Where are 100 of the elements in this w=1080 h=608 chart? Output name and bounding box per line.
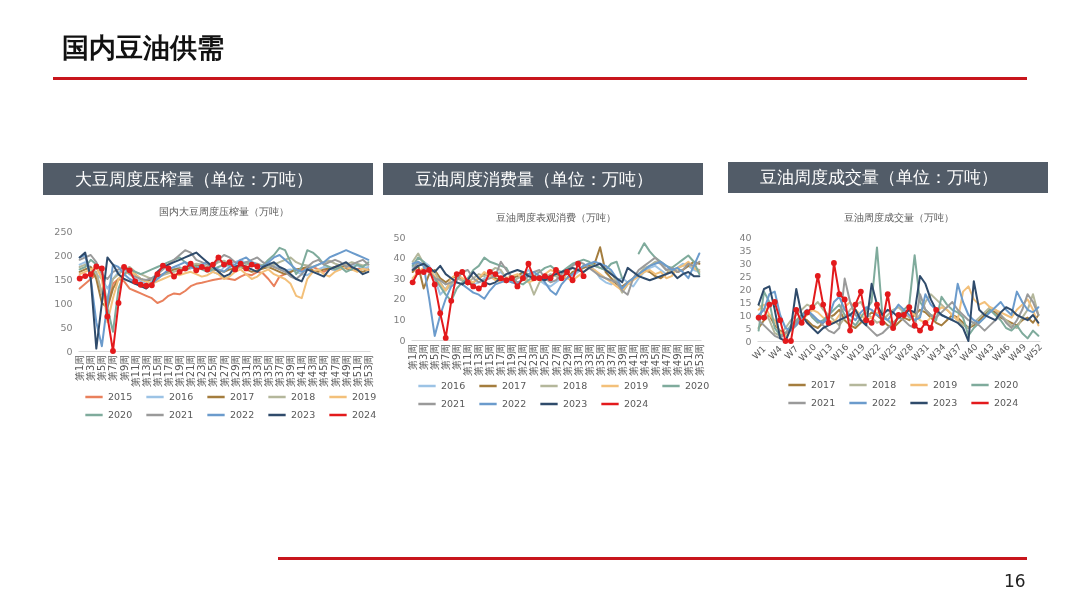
legend-label: 2018 (291, 391, 316, 402)
legend-label: 2021 (811, 397, 836, 408)
y-tick-label: 30 (393, 272, 406, 284)
x-tick-label: 第21周 (517, 343, 529, 377)
x-tick-label: 第43周 (638, 343, 650, 377)
x-tick-label: 第29周 (229, 354, 241, 388)
x-tick-label: 第33周 (583, 343, 595, 377)
legend-label: 2016 (169, 391, 194, 402)
x-tick-label: 第51周 (682, 343, 694, 377)
legend-label: 2017 (811, 379, 836, 390)
x-tick-label: 第39周 (285, 354, 297, 388)
y-tick-label: 15 (739, 296, 752, 308)
x-tick-label: 第21周 (185, 354, 197, 388)
x-tick-label: 第33周 (251, 354, 263, 388)
legend-label: 2021 (169, 409, 194, 420)
legend-label: 2023 (933, 397, 958, 408)
x-tick-label: 第19周 (506, 343, 518, 377)
text: 16 (1004, 571, 1026, 591)
legend-label: 2022 (230, 409, 255, 420)
legend-label: 2024 (994, 397, 1019, 408)
legend-label: 2020 (108, 409, 133, 420)
x-tick-label: 第3周 (418, 343, 430, 370)
y-tick-label: 25 (739, 270, 752, 282)
chart-subtitle: 国内大豆周度压榨量（万吨） (159, 206, 289, 217)
legend-label: 2022 (872, 397, 897, 408)
x-tick-label: W1 (750, 343, 768, 362)
x-tick-label: 第49周 (340, 354, 352, 388)
x-tick-label: 第27周 (550, 343, 562, 377)
x-tick-label: 第7周 (107, 354, 119, 381)
y-tick-label: 10 (393, 313, 406, 325)
x-tick-label: 第45周 (649, 343, 661, 377)
x-tick-label: 第35周 (262, 354, 274, 388)
x-tick-label: 第17周 (495, 343, 507, 377)
x-tick-label: 第15周 (484, 343, 496, 377)
x-tick-label: 第11周 (462, 343, 474, 377)
legend-label: 2019 (624, 380, 649, 391)
y-tick-label: 0 (399, 334, 406, 346)
legend-label: 2019 (933, 379, 958, 390)
x-tick-label: 第9周 (451, 343, 463, 370)
y-tick-label: 100 (54, 297, 73, 309)
x-tick-label: 第39周 (616, 343, 628, 377)
x-tick-label: 第53周 (693, 343, 705, 377)
y-tick-label: 250 (54, 225, 73, 237)
x-tick-label: 第43周 (307, 354, 319, 388)
legend-label: 2017 (230, 391, 255, 402)
y-tick-label: 200 (54, 249, 73, 261)
x-tick-label: 第1周 (74, 354, 86, 381)
text: 国内豆油供需 (62, 31, 224, 65)
y-tick-label: 0 (745, 335, 752, 347)
legend-label: 2019 (352, 391, 377, 402)
x-tick-label: 第11周 (129, 354, 141, 388)
x-tick-label: 第9周 (118, 354, 130, 381)
x-tick-label: 第37周 (605, 343, 617, 377)
y-tick-label: 35 (739, 244, 752, 256)
x-tick-label: 第7周 (440, 343, 452, 370)
legend-label: 2018 (872, 379, 897, 390)
legend-label: 2016 (441, 380, 466, 391)
legend-label: 2018 (563, 380, 588, 391)
y-tick-label: 150 (54, 273, 73, 285)
x-tick-label: W4 (766, 343, 785, 362)
x-tick-label: 第35周 (594, 343, 606, 377)
legend-label: 2023 (563, 398, 588, 409)
x-tick-label: 第23周 (196, 354, 208, 388)
legend-label: 2024 (352, 409, 377, 420)
x-tick-label: 第19周 (174, 354, 186, 388)
legend-label: 2023 (291, 409, 316, 420)
y-tick-label: 50 (60, 321, 73, 333)
y-tick-label: 5 (745, 322, 752, 334)
x-tick-label: 第13周 (140, 354, 152, 388)
x-tick-label: 第29周 (561, 343, 573, 377)
x-tick-label: 第3周 (85, 354, 97, 381)
x-tick-label: 第37周 (274, 354, 286, 388)
chart-title: 豆油周度消费量（单位：万吨） (415, 168, 653, 191)
x-tick-label: 第27周 (218, 354, 230, 388)
y-tick-label: 30 (739, 257, 752, 269)
x-tick-label: 第23周 (528, 343, 540, 377)
legend-label: 2021 (441, 398, 466, 409)
legend-label: 2022 (502, 398, 527, 409)
x-tick-label: 第25周 (539, 343, 551, 377)
chart-subtitle: 豆油周度成交量（万吨） (843, 212, 954, 223)
y-tick-label: 20 (739, 283, 752, 295)
y-tick-label: 50 (393, 231, 406, 243)
legend-label: 2015 (108, 391, 133, 402)
x-tick-label: 第47周 (660, 343, 672, 377)
x-tick-label: 第41周 (296, 354, 308, 388)
x-tick-label: 第31周 (572, 343, 584, 377)
chart-subtitle: 豆油周度表观消费（万吨） (496, 212, 616, 223)
x-tick-label: 第17周 (162, 354, 174, 388)
legend-label: 2017 (502, 380, 527, 391)
legend-label: 2020 (994, 379, 1019, 390)
x-tick-label: 第53周 (362, 354, 374, 388)
x-tick-label: 第5周 (429, 343, 441, 370)
chart-title: 豆油周度成交量（单位：万吨） (760, 166, 998, 189)
y-tick-label: 40 (393, 252, 406, 264)
x-tick-label: 第47周 (329, 354, 341, 388)
legend-label: 2024 (624, 398, 649, 409)
x-tick-label: 第31周 (240, 354, 252, 388)
y-tick-label: 0 (66, 345, 73, 357)
x-tick-label: 第45周 (318, 354, 330, 388)
x-tick-label: 第41周 (627, 343, 639, 377)
